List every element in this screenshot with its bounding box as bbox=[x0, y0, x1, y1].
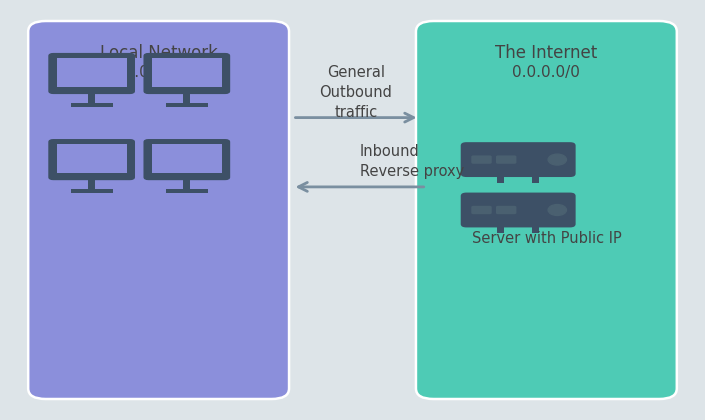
FancyBboxPatch shape bbox=[48, 139, 135, 180]
Bar bbox=[88, 92, 95, 103]
Text: 0.0.0.0/0: 0.0.0.0/0 bbox=[513, 65, 580, 80]
FancyBboxPatch shape bbox=[471, 155, 492, 164]
Bar bbox=[88, 178, 95, 189]
Bar bbox=[51, 87, 133, 92]
Bar bbox=[497, 226, 504, 233]
Bar bbox=[166, 189, 208, 193]
FancyBboxPatch shape bbox=[28, 21, 289, 399]
Text: The Internet: The Internet bbox=[495, 44, 598, 62]
Bar bbox=[532, 226, 539, 233]
FancyBboxPatch shape bbox=[416, 21, 677, 399]
Bar bbox=[70, 189, 113, 193]
Text: Local Network: Local Network bbox=[99, 44, 218, 62]
FancyBboxPatch shape bbox=[461, 192, 576, 227]
FancyBboxPatch shape bbox=[144, 139, 230, 180]
FancyBboxPatch shape bbox=[496, 155, 516, 164]
Bar bbox=[147, 87, 228, 92]
FancyBboxPatch shape bbox=[152, 58, 221, 87]
FancyBboxPatch shape bbox=[57, 144, 127, 173]
FancyBboxPatch shape bbox=[471, 206, 492, 214]
Text: 10.0.0.1/24: 10.0.0.1/24 bbox=[115, 65, 202, 80]
Bar bbox=[166, 103, 208, 107]
FancyBboxPatch shape bbox=[57, 58, 127, 87]
Text: Inbound
Reverse proxy: Inbound Reverse proxy bbox=[360, 144, 464, 178]
FancyBboxPatch shape bbox=[496, 206, 516, 214]
FancyBboxPatch shape bbox=[152, 144, 221, 173]
FancyBboxPatch shape bbox=[48, 53, 135, 94]
Bar bbox=[51, 173, 133, 178]
Bar bbox=[183, 92, 190, 103]
Circle shape bbox=[548, 205, 567, 215]
Bar bbox=[183, 178, 190, 189]
FancyBboxPatch shape bbox=[144, 53, 230, 94]
FancyBboxPatch shape bbox=[461, 142, 576, 177]
Text: Server with Public IP: Server with Public IP bbox=[472, 231, 621, 246]
Bar bbox=[70, 103, 113, 107]
Text: General
Outbound
traffic: General Outbound traffic bbox=[319, 65, 393, 120]
Bar bbox=[497, 176, 504, 183]
Bar bbox=[147, 173, 228, 178]
Bar bbox=[532, 176, 539, 183]
Circle shape bbox=[548, 154, 567, 165]
